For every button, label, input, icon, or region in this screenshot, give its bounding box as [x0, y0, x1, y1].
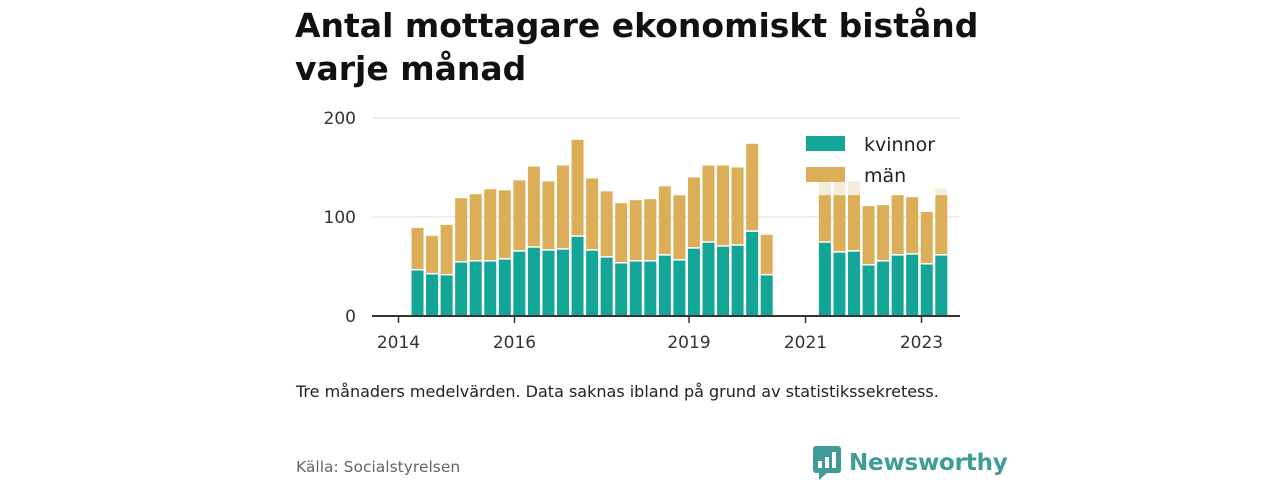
bar-man	[498, 190, 511, 259]
x-tick-label: 2016	[493, 333, 536, 353]
bar-man	[586, 178, 599, 250]
brand-logo: Newsworthy	[813, 446, 1008, 480]
legend-label: män	[864, 165, 906, 187]
bar-kvinnor	[527, 247, 540, 316]
bar-kvinnor	[760, 275, 773, 316]
axes: 0 100 200 2014 2016 2019 2021 2023	[324, 109, 960, 353]
bar-kvinnor	[644, 261, 657, 316]
bar-man	[731, 167, 744, 245]
hidden-bar	[935, 188, 948, 196]
hidden-bar	[833, 181, 846, 196]
bar-kvinnor	[935, 255, 948, 316]
bar-man	[848, 195, 860, 251]
newsworthy-logo-icon	[813, 446, 841, 480]
bar-kvinnor	[833, 252, 846, 316]
legend: kvinnor män	[806, 134, 935, 187]
legend-swatch	[806, 136, 845, 151]
legend-label: kvinnor	[864, 134, 935, 156]
x-tick-label: 2021	[784, 333, 827, 353]
bar-kvinnor	[687, 248, 700, 316]
bar-man	[542, 181, 555, 250]
bar-kvinnor	[920, 264, 933, 316]
bar-man	[877, 205, 890, 261]
bar-man	[426, 235, 439, 273]
bar-kvinnor	[411, 270, 424, 316]
bar-kvinnor	[469, 261, 482, 316]
hidden-bar	[848, 181, 860, 196]
bar-man	[818, 195, 831, 242]
bar-kvinnor	[455, 262, 468, 316]
bar-man	[527, 166, 540, 247]
bar-kvinnor	[498, 259, 511, 316]
bar-kvinnor	[891, 255, 904, 316]
bar-kvinnor	[542, 250, 555, 316]
bar-man	[760, 234, 773, 274]
bar-kvinnor	[877, 261, 890, 316]
bar-kvinnor	[658, 255, 671, 316]
bar-kvinnor	[513, 251, 526, 316]
bar-kvinnor	[906, 254, 919, 316]
bar-man	[629, 200, 642, 261]
bar-man	[833, 195, 846, 252]
bar-man	[411, 227, 424, 269]
bar-man	[906, 197, 919, 254]
bar-man	[644, 199, 657, 261]
y-tick-label: 200	[324, 109, 356, 129]
bar-kvinnor	[571, 236, 584, 316]
bar-man	[469, 194, 482, 261]
x-tick-label: 2014	[377, 333, 420, 353]
bar-man	[658, 186, 671, 255]
bar-man	[440, 224, 453, 274]
y-tick-label: 100	[324, 208, 356, 228]
bar-man	[702, 165, 715, 242]
bar-kvinnor	[818, 242, 831, 316]
bar-man	[455, 198, 468, 262]
bar-kvinnor	[484, 261, 497, 316]
x-tick-label: 2023	[900, 333, 943, 353]
bar-man	[717, 165, 730, 246]
bar-kvinnor	[673, 260, 686, 316]
bar-man	[862, 206, 875, 265]
bar-kvinnor	[702, 242, 715, 316]
bar-man	[571, 139, 584, 236]
chart-title: Antal mottagare ekonomiskt bistånd varje…	[295, 6, 979, 88]
bar-man	[687, 177, 700, 248]
x-tick-label: 2019	[667, 333, 710, 353]
hidden-bar	[818, 181, 831, 196]
bar-man	[935, 195, 948, 255]
bar-kvinnor	[629, 261, 642, 316]
bars	[411, 139, 948, 316]
bar-man	[746, 143, 759, 231]
bar-kvinnor	[426, 274, 439, 316]
bar-man	[920, 212, 933, 264]
bar-kvinnor	[862, 265, 875, 316]
bar-kvinnor	[746, 231, 759, 316]
bar-kvinnor	[557, 249, 569, 316]
bar-man	[557, 165, 569, 249]
bar-kvinnor	[848, 251, 860, 316]
bar-man	[484, 189, 497, 261]
y-tick-label: 0	[345, 307, 356, 327]
brand-name: Newsworthy	[849, 450, 1008, 476]
bar-man	[615, 203, 628, 263]
legend-swatch	[806, 167, 845, 182]
bar-man	[673, 195, 686, 260]
bar-man	[513, 180, 526, 251]
bar-man	[891, 195, 904, 255]
bar-kvinnor	[600, 257, 613, 316]
bar-man	[600, 191, 613, 257]
bar-kvinnor	[440, 275, 453, 316]
bar-kvinnor	[731, 245, 744, 316]
bar-kvinnor	[615, 263, 628, 316]
chart-note: Tre månaders medelvärden. Data saknas ib…	[296, 382, 939, 401]
bar-kvinnor	[717, 246, 730, 316]
source-credit: Källa: Socialstyrelsen	[296, 458, 461, 476]
bar-kvinnor	[586, 250, 599, 316]
